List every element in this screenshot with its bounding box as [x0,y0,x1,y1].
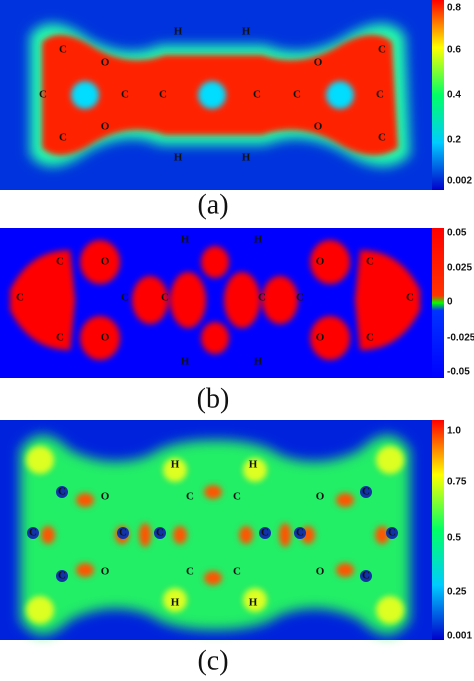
map-c [0,420,444,640]
atom-label: O [101,256,110,268]
colorbar-tick-label: 0 [447,297,453,308]
atom-label: C [296,292,304,304]
atom-label: H [174,152,183,164]
panel-caption: (a) [197,189,228,220]
atom-label: H [171,459,180,471]
atom-label: C [366,332,374,344]
colorbar-tick-label: 0.5 [447,533,461,544]
atom-label: C [39,89,47,101]
atom-label: C [366,256,374,268]
atom-label: H [181,234,190,246]
atom-label: O [101,332,110,344]
atom-label: O [314,57,323,69]
map-b [0,228,444,378]
atom-label: C [296,527,304,539]
atom-label: C [233,566,241,578]
panel-caption: (c) [197,645,228,676]
atom-label: O [101,566,110,578]
atom-label: C [186,566,194,578]
atom-label: C [121,292,129,304]
atom-label: H [242,26,251,38]
atom-label: C [253,89,261,101]
atom-label: C [119,527,127,539]
atom-label: C [59,44,67,56]
colorbar-tick-label: 0.8 [447,3,461,14]
atom-label: C [56,332,64,344]
atom-label: O [316,332,325,344]
atom-label: C [362,486,370,498]
atom-label: C [161,292,169,304]
atom-label: C [376,89,384,101]
atom-label: C [406,292,414,304]
colorbar-tick-label: 0.25 [447,587,467,598]
atom-label: H [254,234,263,246]
panel-caption: (b) [197,383,230,414]
atom-label: H [174,26,183,38]
atom-label: O [316,566,325,578]
atom-label: C [59,132,67,144]
colorbar-tick-label: -0.025 [447,333,474,344]
atom-label: O [101,491,110,503]
colorbar-tick-label: 0.001 [447,631,472,642]
atom-label: C [186,491,194,503]
atom-label: C [261,527,269,539]
atom-label: C [121,89,129,101]
atom-label: C [29,527,37,539]
colorbar-tick-label: 0.6 [447,45,461,56]
map-a [0,0,444,190]
atom-label: H [254,356,263,368]
atom-label: C [56,256,64,268]
colorbar-tick-label: -0.05 [447,367,470,378]
colorbar-tick-label: 0.05 [447,228,467,239]
atom-label: C [362,570,370,582]
colorbar-tick-label: 1.0 [447,426,461,437]
atom-label: O [316,491,325,503]
atom-label: C [58,486,66,498]
colorbar-tick-label: 0.002 [447,176,472,187]
atom-label: O [316,256,325,268]
atom-label: O [314,121,323,133]
atom-label: H [171,597,180,609]
colorbar-tick-label: 0.2 [447,135,461,146]
atom-label: O [101,57,110,69]
atom-label: C [159,89,167,101]
colorbar-tick-label: 0.75 [447,477,467,488]
atom-label: C [233,491,241,503]
atom-label: C [156,527,164,539]
atom-label: H [181,356,190,368]
atom-label: C [378,132,386,144]
atom-label: C [388,527,396,539]
atom-label: C [293,89,301,101]
atom-label: H [249,459,258,471]
colorbar-tick-label: 0.4 [447,90,461,101]
atom-label: C [16,292,24,304]
atom-label: C [58,570,66,582]
atom-label: C [378,44,386,56]
atom-label: C [258,292,266,304]
colorbar-tick-label: 0.025 [447,263,472,274]
atom-label: H [242,152,251,164]
atom-label: O [101,121,110,133]
atom-label: H [249,597,258,609]
